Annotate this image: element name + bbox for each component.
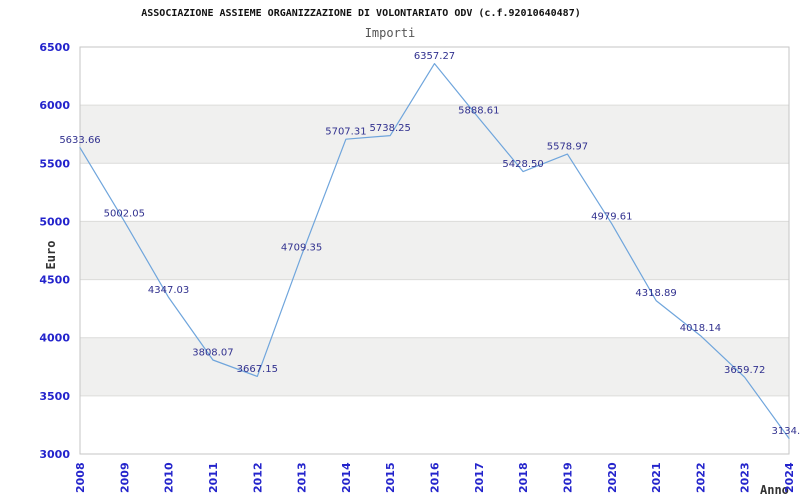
value-label: 4709.35 xyxy=(281,243,322,254)
y-tick-label: 6500 xyxy=(39,41,70,54)
plot-border xyxy=(79,46,790,455)
y-tick-label: 6000 xyxy=(39,99,70,112)
x-tick-label: 2016 xyxy=(429,462,442,493)
x-tick-label: 2018 xyxy=(517,462,530,493)
x-tick-label: 2022 xyxy=(694,462,707,493)
y-tick-label: 5000 xyxy=(39,215,70,228)
value-label: 4979.61 xyxy=(591,211,632,222)
x-tick-label: 2015 xyxy=(384,462,397,493)
value-label: 5707.31 xyxy=(325,127,366,138)
value-label: 3808.07 xyxy=(192,348,233,359)
value-label: 5633.66 xyxy=(59,135,100,146)
x-tick-label: 2017 xyxy=(473,462,486,493)
grid-band xyxy=(80,221,789,280)
grid-band xyxy=(80,105,789,164)
x-tick-label: 2021 xyxy=(650,462,663,493)
x-tick-label: 2023 xyxy=(739,462,752,493)
grid-band xyxy=(80,337,789,396)
y-tick-label: 4500 xyxy=(39,274,70,287)
chart-subtitle: Importi xyxy=(364,26,416,40)
chart-title: ASSOCIAZIONE ASSIEME ORGANIZZAZIONE DI V… xyxy=(141,8,581,19)
x-tick-label: 2010 xyxy=(163,462,176,493)
value-label: 4347.03 xyxy=(148,285,189,296)
y-tick-label: 4000 xyxy=(39,332,70,345)
y-tick-label: 5500 xyxy=(39,157,70,170)
x-tick-label: 2008 xyxy=(74,462,87,493)
data-line xyxy=(79,62,790,439)
value-label: 4318.89 xyxy=(635,288,676,299)
x-tick-label: 2009 xyxy=(118,462,131,493)
x-tick-label: 2020 xyxy=(606,462,619,493)
value-label: 3667.15 xyxy=(237,364,278,375)
value-label: 6357.27 xyxy=(414,51,455,62)
x-tick-label: 2014 xyxy=(340,462,353,493)
y-tick-label: 3500 xyxy=(39,390,70,403)
x-tick-label: 2011 xyxy=(207,462,220,493)
value-label: 5888.61 xyxy=(458,106,499,117)
value-label: 5428.50 xyxy=(502,159,543,170)
x-tick-label: 2024 xyxy=(783,462,796,493)
y-tick-label: 3000 xyxy=(39,448,70,461)
x-tick-label: 2013 xyxy=(296,462,309,493)
value-label: 3134.5 xyxy=(772,426,800,437)
x-axis-title: Anno xyxy=(760,483,789,497)
value-label: 5578.97 xyxy=(547,142,588,153)
value-label: 4018.14 xyxy=(680,323,721,334)
x-tick-label: 2019 xyxy=(561,462,574,493)
value-label: 3659.72 xyxy=(724,365,765,376)
value-label: 5738.25 xyxy=(370,123,411,134)
x-tick-label: 2012 xyxy=(251,462,264,493)
value-label: 5002.05 xyxy=(104,209,145,220)
